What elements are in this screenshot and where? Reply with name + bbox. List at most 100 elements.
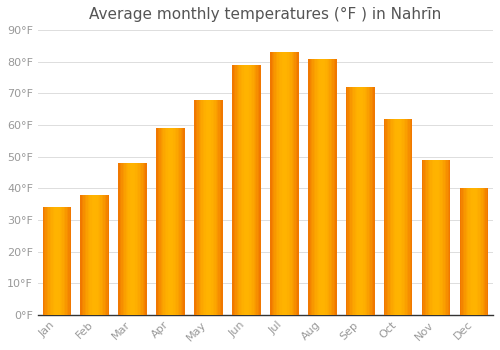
Bar [276,52,278,315]
Bar [255,65,256,315]
Bar [402,119,404,315]
Bar [398,119,400,315]
Bar [346,87,348,315]
Bar [310,58,311,315]
Bar [169,128,170,315]
Bar [235,65,236,315]
Bar [99,195,100,315]
Bar [254,65,255,315]
Bar [138,163,140,315]
Bar [312,58,314,315]
Bar [288,52,290,315]
Bar [64,207,66,315]
Bar [46,207,47,315]
Bar [214,100,216,315]
Bar [130,163,131,315]
Bar [406,119,408,315]
Bar [462,188,464,315]
Bar [368,87,369,315]
Bar [320,58,321,315]
Bar [448,160,449,315]
Bar [334,58,335,315]
Bar [222,100,223,315]
Bar [232,65,234,315]
Bar [47,207,48,315]
Bar [466,188,467,315]
Bar [316,58,318,315]
Bar [352,87,353,315]
Bar [328,58,330,315]
Bar [118,163,120,315]
Bar [449,160,450,315]
Bar [322,58,324,315]
Bar [311,58,312,315]
Bar [136,163,137,315]
Bar [202,100,203,315]
Bar [442,160,444,315]
Bar [240,65,241,315]
Bar [314,58,315,315]
Bar [48,207,50,315]
Bar [96,195,98,315]
Bar [430,160,432,315]
Bar [204,100,206,315]
Bar [146,163,147,315]
Bar [216,100,217,315]
Bar [388,119,390,315]
Bar [471,188,472,315]
Bar [315,58,316,315]
Bar [250,65,252,315]
Bar [356,87,358,315]
Bar [363,87,364,315]
Bar [104,195,106,315]
Bar [446,160,448,315]
Bar [172,128,174,315]
Bar [182,128,184,315]
Bar [178,128,179,315]
Bar [134,163,136,315]
Bar [200,100,202,315]
Bar [70,207,71,315]
Bar [126,163,127,315]
Bar [86,195,88,315]
Bar [217,100,218,315]
Bar [287,52,288,315]
Bar [283,52,284,315]
Bar [324,58,325,315]
Bar [391,119,392,315]
Bar [325,58,326,315]
Bar [369,87,370,315]
Bar [51,207,52,315]
Bar [88,195,89,315]
Bar [286,52,287,315]
Bar [175,128,176,315]
Bar [196,100,197,315]
Bar [106,195,108,315]
Bar [94,195,96,315]
Bar [89,195,90,315]
Bar [208,100,210,315]
Bar [162,128,164,315]
Bar [82,195,84,315]
Bar [203,100,204,315]
Bar [246,65,248,315]
Bar [68,207,70,315]
Bar [142,163,144,315]
Bar [404,119,406,315]
Bar [284,52,286,315]
Bar [206,100,207,315]
Bar [158,128,159,315]
Bar [258,65,260,315]
Bar [85,195,86,315]
Bar [242,65,244,315]
Bar [90,195,92,315]
Bar [66,207,68,315]
Bar [42,207,44,315]
Bar [218,100,220,315]
Bar [170,128,172,315]
Bar [487,188,488,315]
Bar [477,188,478,315]
Bar [426,160,428,315]
Bar [353,87,354,315]
Bar [197,100,198,315]
